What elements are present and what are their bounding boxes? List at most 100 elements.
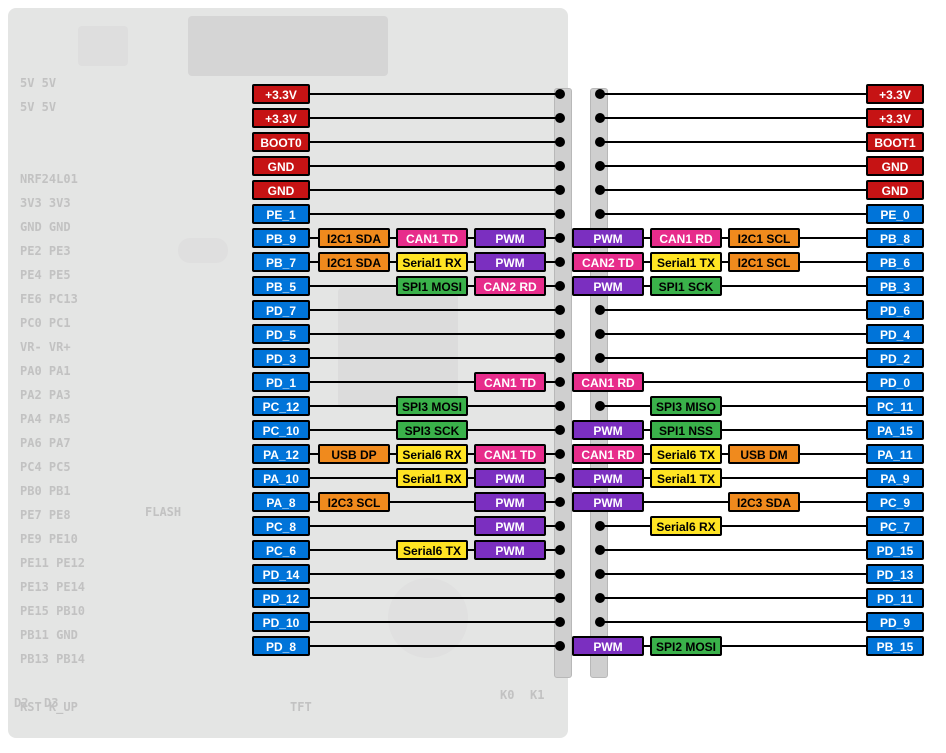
label-power: GND bbox=[866, 180, 924, 200]
label-pwm: PWM bbox=[474, 540, 546, 560]
silk-text: PE9 PE10 bbox=[20, 532, 78, 546]
pin-dot bbox=[595, 401, 605, 411]
usb-outline bbox=[78, 26, 128, 66]
silk-text: FE6 PC13 bbox=[20, 292, 78, 306]
silk-text: PA2 PA3 bbox=[20, 388, 71, 402]
pinout-diagram: 5V 5V5V 5VNRF24L013V3 3V3GND GNDPE2 PE3P… bbox=[0, 0, 946, 753]
label-i2c: I2C3 SCL bbox=[318, 492, 390, 512]
label-pin: PD_2 bbox=[866, 348, 924, 368]
label-power: GND bbox=[252, 180, 310, 200]
label-serial: Serial6 RX bbox=[396, 444, 468, 464]
silk-text: PC0 PC1 bbox=[20, 316, 71, 330]
label-pin: PC_11 bbox=[866, 396, 924, 416]
label-pin: PD_5 bbox=[252, 324, 310, 344]
tft-label: TFT bbox=[290, 700, 312, 714]
label-can: CAN1 TD bbox=[474, 372, 546, 392]
trace-line bbox=[600, 549, 866, 551]
label-pin: PA_15 bbox=[866, 420, 924, 440]
label-spi: SPI3 SCK bbox=[396, 420, 468, 440]
label-i2c: I2C3 SDA bbox=[728, 492, 800, 512]
label-pin: PD_6 bbox=[866, 300, 924, 320]
pin-dot bbox=[595, 545, 605, 555]
label-pin: PA_10 bbox=[252, 468, 310, 488]
trace-line bbox=[600, 189, 866, 191]
label-pin: PC_6 bbox=[252, 540, 310, 560]
trace-line bbox=[310, 213, 560, 215]
pin-dot bbox=[555, 209, 565, 219]
silk-text: PE2 PE3 bbox=[20, 244, 71, 258]
label-pwm: PWM bbox=[474, 468, 546, 488]
label-pin: PB_9 bbox=[252, 228, 310, 248]
silk-text: NRF24L01 bbox=[20, 172, 78, 186]
trace-line bbox=[600, 165, 866, 167]
pin-dot bbox=[555, 593, 565, 603]
k1-label: K1 bbox=[530, 688, 544, 702]
label-pin: PC_9 bbox=[866, 492, 924, 512]
trace-line bbox=[310, 141, 560, 143]
trace-line bbox=[600, 357, 866, 359]
trace-line bbox=[600, 309, 866, 311]
label-serial: Serial6 RX bbox=[650, 516, 722, 536]
label-can: CAN1 TD bbox=[396, 228, 468, 248]
mcu-outline bbox=[338, 288, 458, 408]
label-pin: PB_3 bbox=[866, 276, 924, 296]
pin-dot bbox=[595, 161, 605, 171]
label-can: CAN2 RD bbox=[474, 276, 546, 296]
d3-label: D3 bbox=[44, 696, 58, 710]
trace-line bbox=[600, 117, 866, 119]
pin-dot bbox=[555, 545, 565, 555]
label-pin: PA_11 bbox=[866, 444, 924, 464]
label-i2c: I2C1 SDA bbox=[318, 252, 390, 272]
label-pin: PD_10 bbox=[252, 612, 310, 632]
label-pin: PD_12 bbox=[252, 588, 310, 608]
pin-dot bbox=[555, 89, 565, 99]
pin-dot bbox=[555, 569, 565, 579]
silk-text: VR- VR+ bbox=[20, 340, 71, 354]
pin-dot bbox=[555, 449, 565, 459]
label-pin: PB_7 bbox=[252, 252, 310, 272]
silk-text: PB0 PB1 bbox=[20, 484, 71, 498]
trace-line bbox=[600, 573, 866, 575]
trace-line bbox=[310, 597, 560, 599]
pin-dot bbox=[555, 305, 565, 315]
label-pwm: PWM bbox=[572, 468, 644, 488]
silk-text: 3V3 3V3 bbox=[20, 196, 71, 210]
label-pwm: PWM bbox=[474, 252, 546, 272]
silk-text: PC4 PC5 bbox=[20, 460, 71, 474]
trace-line bbox=[600, 597, 866, 599]
label-pin: PD_14 bbox=[252, 564, 310, 584]
pin-dot bbox=[555, 281, 565, 291]
label-pwm: PWM bbox=[474, 492, 546, 512]
label-pin: PA_8 bbox=[252, 492, 310, 512]
silk-text: PE7 PE8 bbox=[20, 508, 71, 522]
pin-dot bbox=[555, 473, 565, 483]
label-can: CAN1 TD bbox=[474, 444, 546, 464]
pin-dot bbox=[555, 353, 565, 363]
label-pin: PD_4 bbox=[866, 324, 924, 344]
crystal-outline bbox=[178, 238, 228, 263]
label-can: CAN1 RD bbox=[650, 228, 722, 248]
pin-dot bbox=[595, 185, 605, 195]
trace-line bbox=[310, 621, 560, 623]
k0-label: K0 bbox=[500, 688, 514, 702]
label-serial: Serial1 TX bbox=[650, 468, 722, 488]
label-serial: Serial6 TX bbox=[650, 444, 722, 464]
label-can: CAN1 RD bbox=[572, 444, 644, 464]
label-pwm: PWM bbox=[474, 516, 546, 536]
label-pwm: PWM bbox=[572, 276, 644, 296]
label-pin: PD_13 bbox=[866, 564, 924, 584]
label-pin: PB_15 bbox=[866, 636, 924, 656]
trace-line bbox=[310, 117, 560, 119]
label-pin: PD_1 bbox=[252, 372, 310, 392]
pin-dot bbox=[555, 257, 565, 267]
pin-dot bbox=[555, 233, 565, 243]
pin-dot bbox=[595, 113, 605, 123]
label-pin: PD_0 bbox=[866, 372, 924, 392]
label-pwm: PWM bbox=[572, 492, 644, 512]
label-power: +3.3V bbox=[866, 108, 924, 128]
trace-line bbox=[600, 405, 866, 407]
label-power: BOOT0 bbox=[252, 132, 310, 152]
label-pin: PA_9 bbox=[866, 468, 924, 488]
d2-label: D2 bbox=[14, 696, 28, 710]
pin-dot bbox=[595, 329, 605, 339]
